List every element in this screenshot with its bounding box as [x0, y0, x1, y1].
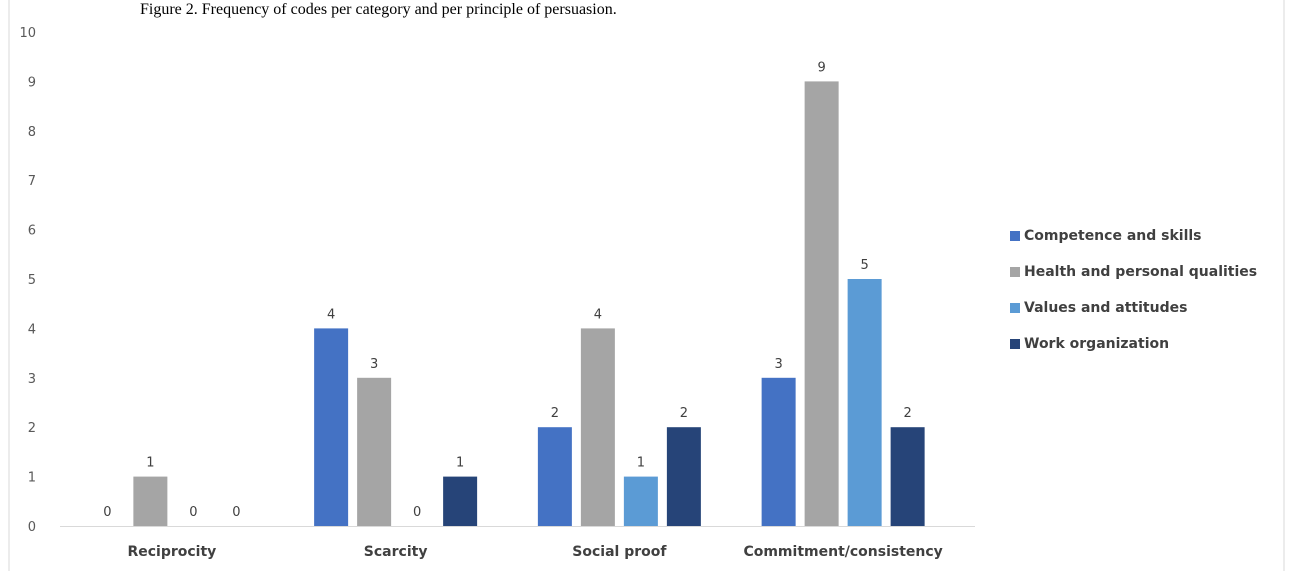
y-tick-label: 4	[28, 322, 36, 337]
bar	[761, 377, 796, 526]
bars-group	[133, 81, 925, 527]
bar-value-label: 1	[146, 456, 154, 471]
x-tick-label: Reciprocity	[127, 544, 216, 560]
bar-value-label: 3	[370, 357, 378, 372]
bar-value-label: 0	[189, 505, 197, 520]
bar-value-label: 2	[551, 406, 559, 421]
legend-label: Competence and skills	[1024, 228, 1202, 244]
y-tick-label: 2	[28, 421, 36, 436]
legend-label: Work organization	[1024, 336, 1169, 352]
x-axis: Reciprocity Scarcity Social proof Commitmen…	[127, 544, 942, 560]
bar-value-label: 2	[903, 406, 911, 421]
bar	[133, 476, 168, 526]
data-labels-group: 0 1 0 0 4 3 0 1 2 4 1 2 3 9 5 2	[103, 60, 912, 520]
legend-swatch	[1010, 339, 1020, 349]
bar	[314, 328, 349, 526]
y-tick-label: 1	[28, 471, 36, 486]
y-tick-label: 8	[28, 125, 36, 140]
y-tick-label: 6	[28, 224, 36, 239]
legend-label: Values and attitudes	[1024, 300, 1187, 316]
bar-value-label: 9	[817, 60, 825, 75]
figure-caption: Figure 2. Frequency of codes per categor…	[140, 1, 617, 18]
y-tick-label: 10	[19, 26, 36, 41]
bar	[666, 427, 701, 526]
y-axis: 0 1 2 3 4 5 6 7 8 9 10	[19, 26, 36, 535]
x-tick-label: Scarcity	[364, 544, 428, 560]
x-tick-label: Commitment/consistency	[743, 544, 942, 560]
bar-value-label: 0	[103, 505, 111, 520]
y-tick-label: 9	[28, 75, 36, 90]
y-tick-label: 3	[28, 372, 36, 387]
bar-value-label: 2	[680, 406, 688, 421]
bar	[890, 427, 925, 526]
bar-value-label: 5	[860, 258, 868, 273]
x-tick-label: Social proof	[572, 544, 667, 560]
bar-value-label: 0	[232, 505, 240, 520]
bar	[357, 377, 392, 526]
bar	[443, 476, 478, 526]
legend-swatch	[1010, 231, 1020, 241]
legend-swatch	[1010, 267, 1020, 277]
bar	[580, 328, 615, 526]
legend-label: Health and personal qualities	[1024, 264, 1257, 280]
y-tick-label: 5	[28, 273, 36, 288]
bar-value-label: 4	[594, 307, 602, 322]
bar-value-label: 4	[327, 307, 335, 322]
bar-value-label: 1	[456, 456, 464, 471]
legend: Competence and skills Health and personal…	[1010, 228, 1257, 352]
bar	[847, 279, 882, 526]
bar	[623, 476, 658, 526]
bar-value-label: 1	[637, 456, 645, 471]
bar	[537, 427, 572, 526]
y-tick-label: 0	[28, 520, 36, 535]
bar-value-label: 0	[413, 505, 421, 520]
y-tick-label: 7	[28, 174, 36, 189]
bar	[804, 81, 839, 527]
legend-swatch	[1010, 303, 1020, 313]
bar-value-label: 3	[774, 357, 782, 372]
